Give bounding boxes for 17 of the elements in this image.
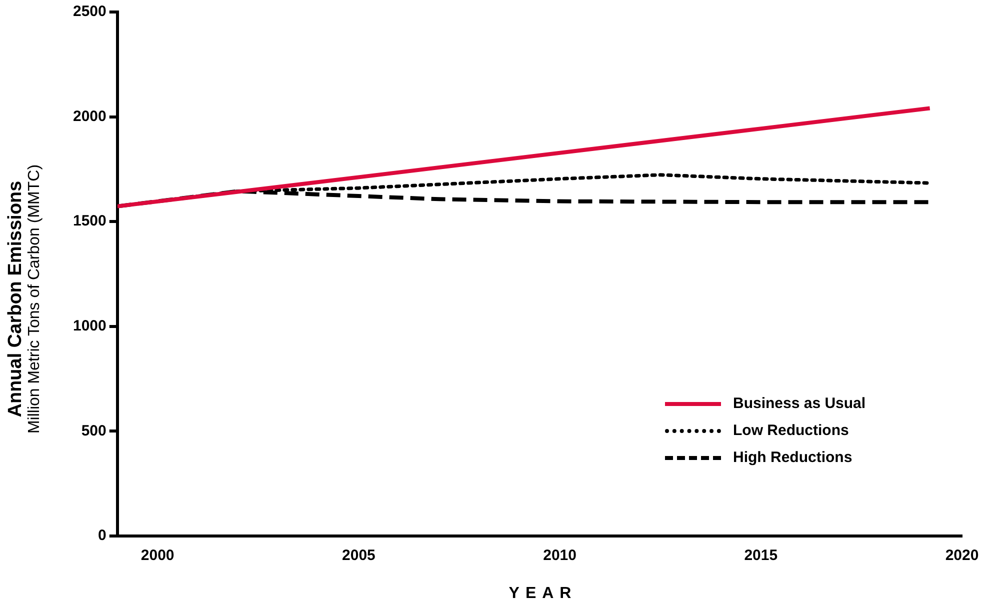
y-tick-label: 2000	[72, 108, 106, 125]
x-tick-label: 2000	[140, 547, 174, 564]
y-tick-label: 1000	[72, 318, 106, 335]
legend-label: Business as Usual	[733, 395, 866, 412]
x-tick-label: 2005	[342, 547, 376, 564]
y-tick-label: 500	[81, 422, 106, 440]
x-tick-label: 2010	[543, 547, 576, 564]
legend-label: High Reductions	[733, 449, 852, 466]
x-tick-label: 2015	[744, 547, 778, 564]
x-tick-label: 2020	[945, 547, 979, 564]
y-tick-label: 0	[98, 527, 106, 544]
y-axis-title: Annual Carbon Emissions	[5, 180, 26, 420]
y-tick-label: 2500	[72, 3, 106, 20]
text: Million Metric Tons of Carbon (MMTC)	[25, 163, 44, 436]
x-axis-title: YEAR	[508, 585, 578, 603]
legend-label: Low Reductions	[733, 422, 849, 439]
y-tick-label: 1500	[72, 212, 106, 230]
